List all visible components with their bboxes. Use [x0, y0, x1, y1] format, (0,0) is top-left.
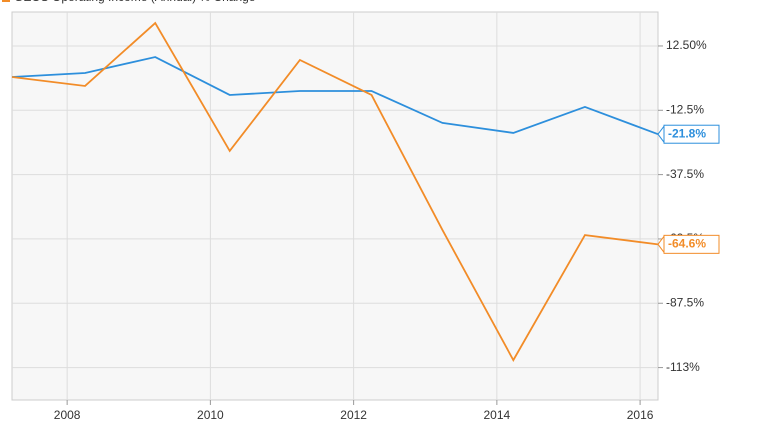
plot-area: [11, 11, 659, 401]
value-label-box: [663, 124, 720, 144]
y-tick-label: -37.5%: [666, 167, 704, 181]
y-tick-label: -87.5%: [666, 295, 704, 309]
x-tick-label: 2010: [197, 408, 224, 422]
legend-label: GEOS Operating Income (Annual) % Change: [14, 0, 256, 4]
y-tick-label: 12.50%: [666, 38, 707, 52]
x-tick-label: 2008: [54, 408, 81, 422]
value-label-pointer: [657, 124, 665, 144]
y-tick-label: -12.5%: [666, 102, 704, 116]
line-series: [11, 21, 659, 362]
line-series: [11, 56, 659, 136]
value-label: -21.8%: [668, 126, 706, 140]
value-label-box: [663, 234, 720, 254]
y-tick-label: -113%: [666, 360, 700, 374]
value-label: -64.6%: [668, 237, 706, 251]
x-tick-label: 2012: [340, 408, 367, 422]
x-tick-label: 2016: [627, 408, 654, 422]
x-tick-label: 2014: [484, 408, 511, 422]
legend-swatch: [2, 0, 10, 2]
